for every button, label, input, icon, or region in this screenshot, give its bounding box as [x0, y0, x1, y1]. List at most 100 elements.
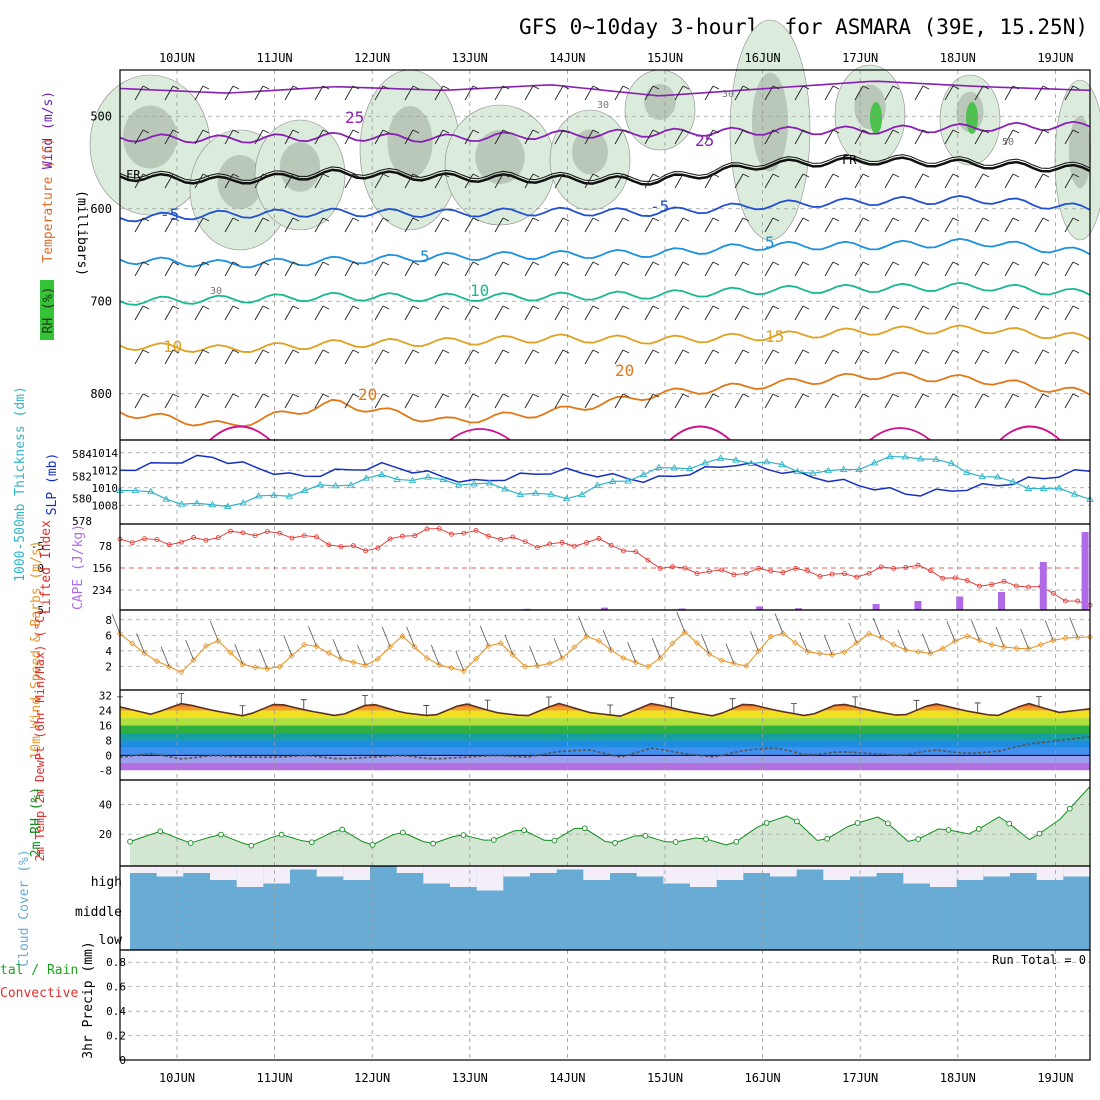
- temp-minmax-bar: [913, 699, 920, 711]
- wind-speed-marker: [190, 656, 197, 664]
- wind-barb: [1034, 393, 1044, 409]
- wind-barb: [314, 129, 324, 145]
- cape-bar: [914, 601, 922, 610]
- y-tick-label: 234: [92, 584, 112, 597]
- wind-barb: [194, 173, 204, 189]
- rh-legend-swatch: [40, 280, 54, 340]
- y-tick-label: -8: [99, 764, 112, 777]
- wind-barb: [1042, 349, 1050, 354]
- wind-barb: [622, 305, 630, 310]
- wind-barb: [292, 217, 300, 222]
- wind-barb: [734, 173, 744, 189]
- wind-barb: [344, 173, 354, 189]
- wind-barb: [524, 393, 534, 409]
- wind-speed-marker: [558, 655, 566, 662]
- lifted-index-marker: [350, 543, 356, 549]
- wind-barb: [404, 129, 414, 145]
- cloud-gap: [716, 866, 744, 880]
- wind-barb: [651, 637, 661, 659]
- wind-barb: [1072, 305, 1080, 310]
- wind-barb: [412, 85, 420, 90]
- lifted-index-marker: [657, 566, 663, 571]
- wind-barb: [644, 85, 654, 101]
- wind-barb: [455, 650, 465, 672]
- thickness-marker: [932, 455, 940, 462]
- thickness-marker: [901, 453, 910, 460]
- wind-barb: [524, 261, 534, 277]
- thickness-marker: [470, 479, 478, 487]
- temp-minmax-bar: [1035, 696, 1042, 707]
- date-label-top: 11JUN: [257, 51, 293, 65]
- temp-mask: [120, 692, 1090, 717]
- wind-barb: [892, 261, 900, 266]
- series-layer: [111, 80, 1094, 849]
- lifted-index-marker: [903, 565, 909, 570]
- lifted-index-marker: [363, 548, 368, 554]
- wind-barb: [232, 85, 240, 90]
- wind-barb: [1012, 261, 1020, 266]
- temp-minmax-bar: [790, 703, 797, 714]
- wind-barb: [832, 261, 840, 266]
- wind-barb: [1042, 217, 1050, 222]
- wind-barb: [164, 173, 174, 189]
- wind-barb: [352, 129, 360, 134]
- wind-barb: [374, 129, 384, 145]
- wind-barb: [794, 173, 804, 189]
- isotherm-line: [119, 194, 1091, 223]
- wind-barb: [374, 217, 384, 233]
- lifted-index-marker: [1026, 584, 1032, 590]
- wind-barb: [764, 349, 774, 365]
- rh-marker: [1066, 805, 1073, 812]
- wind-speed-marker: [939, 645, 946, 652]
- axis-label: 2m RH (%): [29, 787, 44, 857]
- lifted-index-marker: [780, 570, 786, 575]
- wind-barb: [202, 217, 210, 222]
- wind-barb: [164, 129, 174, 145]
- y-tick-label: 1010: [92, 482, 119, 495]
- wind-speed-marker: [890, 641, 897, 648]
- wind-barb: [592, 349, 600, 354]
- wind-barb: [676, 611, 686, 633]
- wind-barb: [1072, 173, 1080, 178]
- wind-speed-marker: [276, 663, 283, 670]
- rh-marker: [1036, 830, 1043, 837]
- wind-speed-marker: [362, 662, 369, 669]
- date-label-top: 16JUN: [745, 51, 781, 65]
- wind-barb: [232, 305, 240, 310]
- wind-barb: [442, 85, 450, 90]
- run-total-label: Run Total = 0: [992, 953, 1086, 967]
- thickness-marker: [916, 455, 925, 462]
- thickness-marker: [963, 468, 971, 475]
- lifted-index-marker: [400, 533, 405, 539]
- wind-barb: [772, 85, 780, 90]
- cloud-gap: [130, 866, 157, 873]
- y-tick-label: 578: [72, 515, 92, 528]
- wind-barb: [524, 173, 534, 189]
- thickness-marker: [377, 470, 386, 477]
- lifted-index-marker: [731, 572, 737, 578]
- lifted-index-marker: [203, 537, 209, 543]
- wind-barb: [712, 349, 720, 354]
- thickness-marker: [223, 502, 232, 509]
- cloud-gap: [316, 866, 344, 877]
- wind-speed-marker: [669, 640, 676, 647]
- wind-barb: [922, 85, 930, 90]
- wind-barb: [172, 261, 180, 266]
- rh-marker: [218, 831, 224, 838]
- wind-barb: [712, 173, 720, 178]
- wind-barb: [382, 173, 390, 178]
- wind-barb: [554, 305, 564, 321]
- axis-label: (millibars): [74, 190, 89, 276]
- wind-barb: [704, 393, 714, 409]
- wind-barb: [232, 129, 240, 134]
- wind-barb: [382, 129, 390, 134]
- wind-barb: [614, 129, 624, 145]
- wind-speed-marker: [1025, 645, 1032, 652]
- temp-minmax-bar: [668, 697, 675, 708]
- wind-barb: [592, 305, 600, 310]
- lifted-index-marker: [449, 531, 454, 537]
- date-label-bottom: 11JUN: [257, 1071, 293, 1085]
- rh-marker: [733, 838, 740, 845]
- y-tick-label: 1008: [92, 499, 119, 512]
- lifted-index-marker: [1075, 598, 1081, 604]
